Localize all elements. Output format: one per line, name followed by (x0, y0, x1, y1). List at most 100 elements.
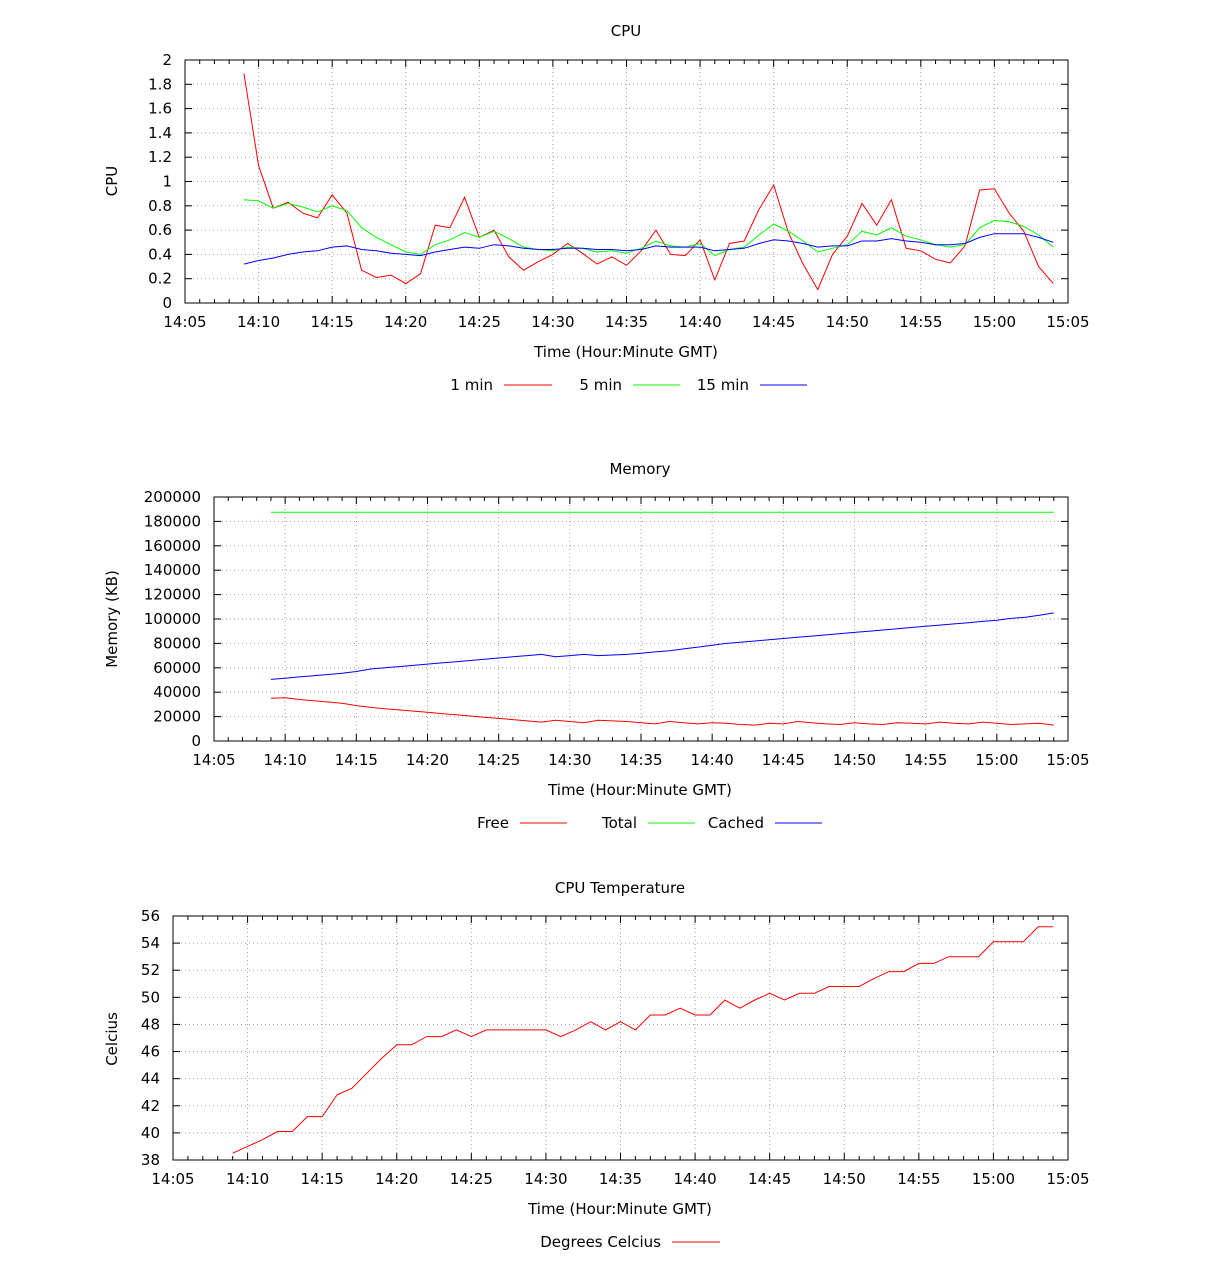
x-tick-label: 14:50 (833, 751, 876, 769)
y-tick-label: 54 (141, 934, 160, 952)
x-tick-label: 14:55 (899, 313, 942, 331)
x-tick-label: 15:00 (975, 751, 1018, 769)
y-tick-label: 160000 (144, 537, 201, 555)
x-tick-label: 14:20 (384, 313, 427, 331)
y-tick-label: 0 (162, 294, 172, 312)
x-tick-label: 14:40 (678, 313, 721, 331)
legend-label: Total (601, 814, 637, 832)
x-tick-label: 15:05 (1046, 313, 1089, 331)
x-tick-label: 14:45 (752, 313, 795, 331)
y-tick-label: 20000 (153, 708, 201, 726)
x-tick-label: 14:15 (311, 313, 354, 331)
x-tick-label: 14:10 (237, 313, 280, 331)
series-line-1 (243, 199, 1054, 257)
y-tick-label: 52 (141, 961, 160, 979)
x-tick-label: 14:25 (450, 1170, 493, 1188)
x-tick-label: 14:10 (226, 1170, 269, 1188)
x-tick-label: 14:10 (264, 751, 307, 769)
x-tick-label: 14:30 (531, 313, 574, 331)
x-tick-label: 14:25 (458, 313, 501, 331)
x-tick-label: 14:05 (151, 1170, 194, 1188)
x-tick-label: 14:55 (897, 1170, 940, 1188)
series-line-0 (243, 73, 1054, 291)
x-tick-label: 14:30 (548, 751, 591, 769)
y-tick-label: 200000 (144, 488, 201, 506)
x-tick-label: 15:00 (973, 313, 1016, 331)
x-axis-label: Time (Hour:Minute GMT) (547, 781, 732, 799)
chart-title: CPU (611, 22, 642, 40)
memory-chart: Memory Time (Hour:Minute GMT) Memory (KB… (103, 460, 1090, 832)
chart-title: Memory (609, 460, 670, 478)
plot-frame (184, 59, 1069, 304)
y-tick-label: 46 (141, 1043, 160, 1061)
y-tick-label: 140000 (144, 561, 201, 579)
legend-label: Free (477, 814, 509, 832)
cpu-chart: CPU Time (Hour:Minute GMT) CPU 14:05 14:1… (103, 22, 1090, 394)
y-tick-label: 0.2 (148, 270, 172, 288)
x-tick-label: 14:50 (823, 1170, 866, 1188)
series-line-2 (270, 612, 1054, 680)
y-tick-label: 0.4 (148, 245, 172, 263)
legend-label: 5 min (579, 376, 622, 394)
y-axis-label: CPU (103, 166, 121, 197)
x-tick-label: 14:45 (748, 1170, 791, 1188)
x-tick-label: 14:55 (904, 751, 947, 769)
y-tick-label: 80000 (153, 634, 201, 652)
x-tick-label: 14:35 (619, 751, 662, 769)
x-tick-label: 15:05 (1046, 1170, 1089, 1188)
y-tick-label: 2 (162, 51, 172, 69)
x-tick-label: 14:30 (524, 1170, 567, 1188)
x-tick-label: 14:05 (192, 751, 235, 769)
plot-frame (213, 496, 1069, 742)
x-tick-label: 14:35 (605, 313, 648, 331)
y-tick-label: 42 (141, 1097, 160, 1115)
y-axis-label: Celcius (103, 1012, 121, 1066)
x-tick-label: 14:15 (301, 1170, 344, 1188)
x-tick-label: 14:25 (477, 751, 520, 769)
y-tick-label: 40 (141, 1124, 160, 1142)
x-tick-label: 14:40 (673, 1170, 716, 1188)
legend-label: 1 min (450, 376, 493, 394)
y-tick-label: 48 (141, 1015, 160, 1033)
cpu-temperature-chart: CPU Temperature Time (Hour:Minute GMT) C… (103, 879, 1090, 1251)
y-tick-label: 1.2 (148, 148, 172, 166)
x-axis-label: Time (Hour:Minute GMT) (527, 1200, 712, 1218)
x-tick-label: 14:45 (762, 751, 805, 769)
y-axis-label: Memory (KB) (103, 570, 121, 668)
series-line-0 (232, 926, 1054, 1154)
y-tick-label: 100000 (144, 610, 201, 628)
x-axis-label: Time (Hour:Minute GMT) (533, 343, 718, 361)
x-tick-label: 14:40 (691, 751, 734, 769)
y-tick-label: 0 (191, 732, 201, 750)
y-tick-label: 1.6 (148, 100, 172, 118)
y-tick-label: 44 (141, 1070, 160, 1088)
y-tick-label: 0.8 (148, 197, 172, 215)
x-tick-label: 14:35 (599, 1170, 642, 1188)
y-tick-label: 0.6 (148, 221, 172, 239)
y-tick-label: 56 (141, 907, 160, 925)
y-tick-label: 1 (162, 173, 172, 191)
y-tick-label: 1.8 (148, 75, 172, 93)
x-tick-label: 15:05 (1046, 751, 1089, 769)
y-tick-label: 1.4 (148, 124, 172, 142)
y-tick-label: 38 (141, 1151, 160, 1169)
x-tick-label: 14:05 (163, 313, 206, 331)
chart-title: CPU Temperature (555, 879, 685, 897)
y-tick-label: 120000 (144, 586, 201, 604)
legend-label: Cached (708, 814, 764, 832)
x-tick-label: 14:15 (335, 751, 378, 769)
plot-frame (172, 915, 1069, 1161)
x-tick-label: 14:20 (406, 751, 449, 769)
x-tick-label: 14:20 (375, 1170, 418, 1188)
x-tick-label: 15:00 (972, 1170, 1015, 1188)
legend-label: Degrees Celcius (540, 1233, 661, 1251)
legend-label: 15 min (697, 376, 749, 394)
y-tick-label: 50 (141, 988, 160, 1006)
y-tick-label: 180000 (144, 512, 201, 530)
series-line-0 (270, 697, 1054, 726)
series-line-2 (243, 233, 1054, 265)
x-tick-label: 14:50 (826, 313, 869, 331)
y-tick-label: 60000 (153, 659, 201, 677)
y-tick-label: 40000 (153, 683, 201, 701)
